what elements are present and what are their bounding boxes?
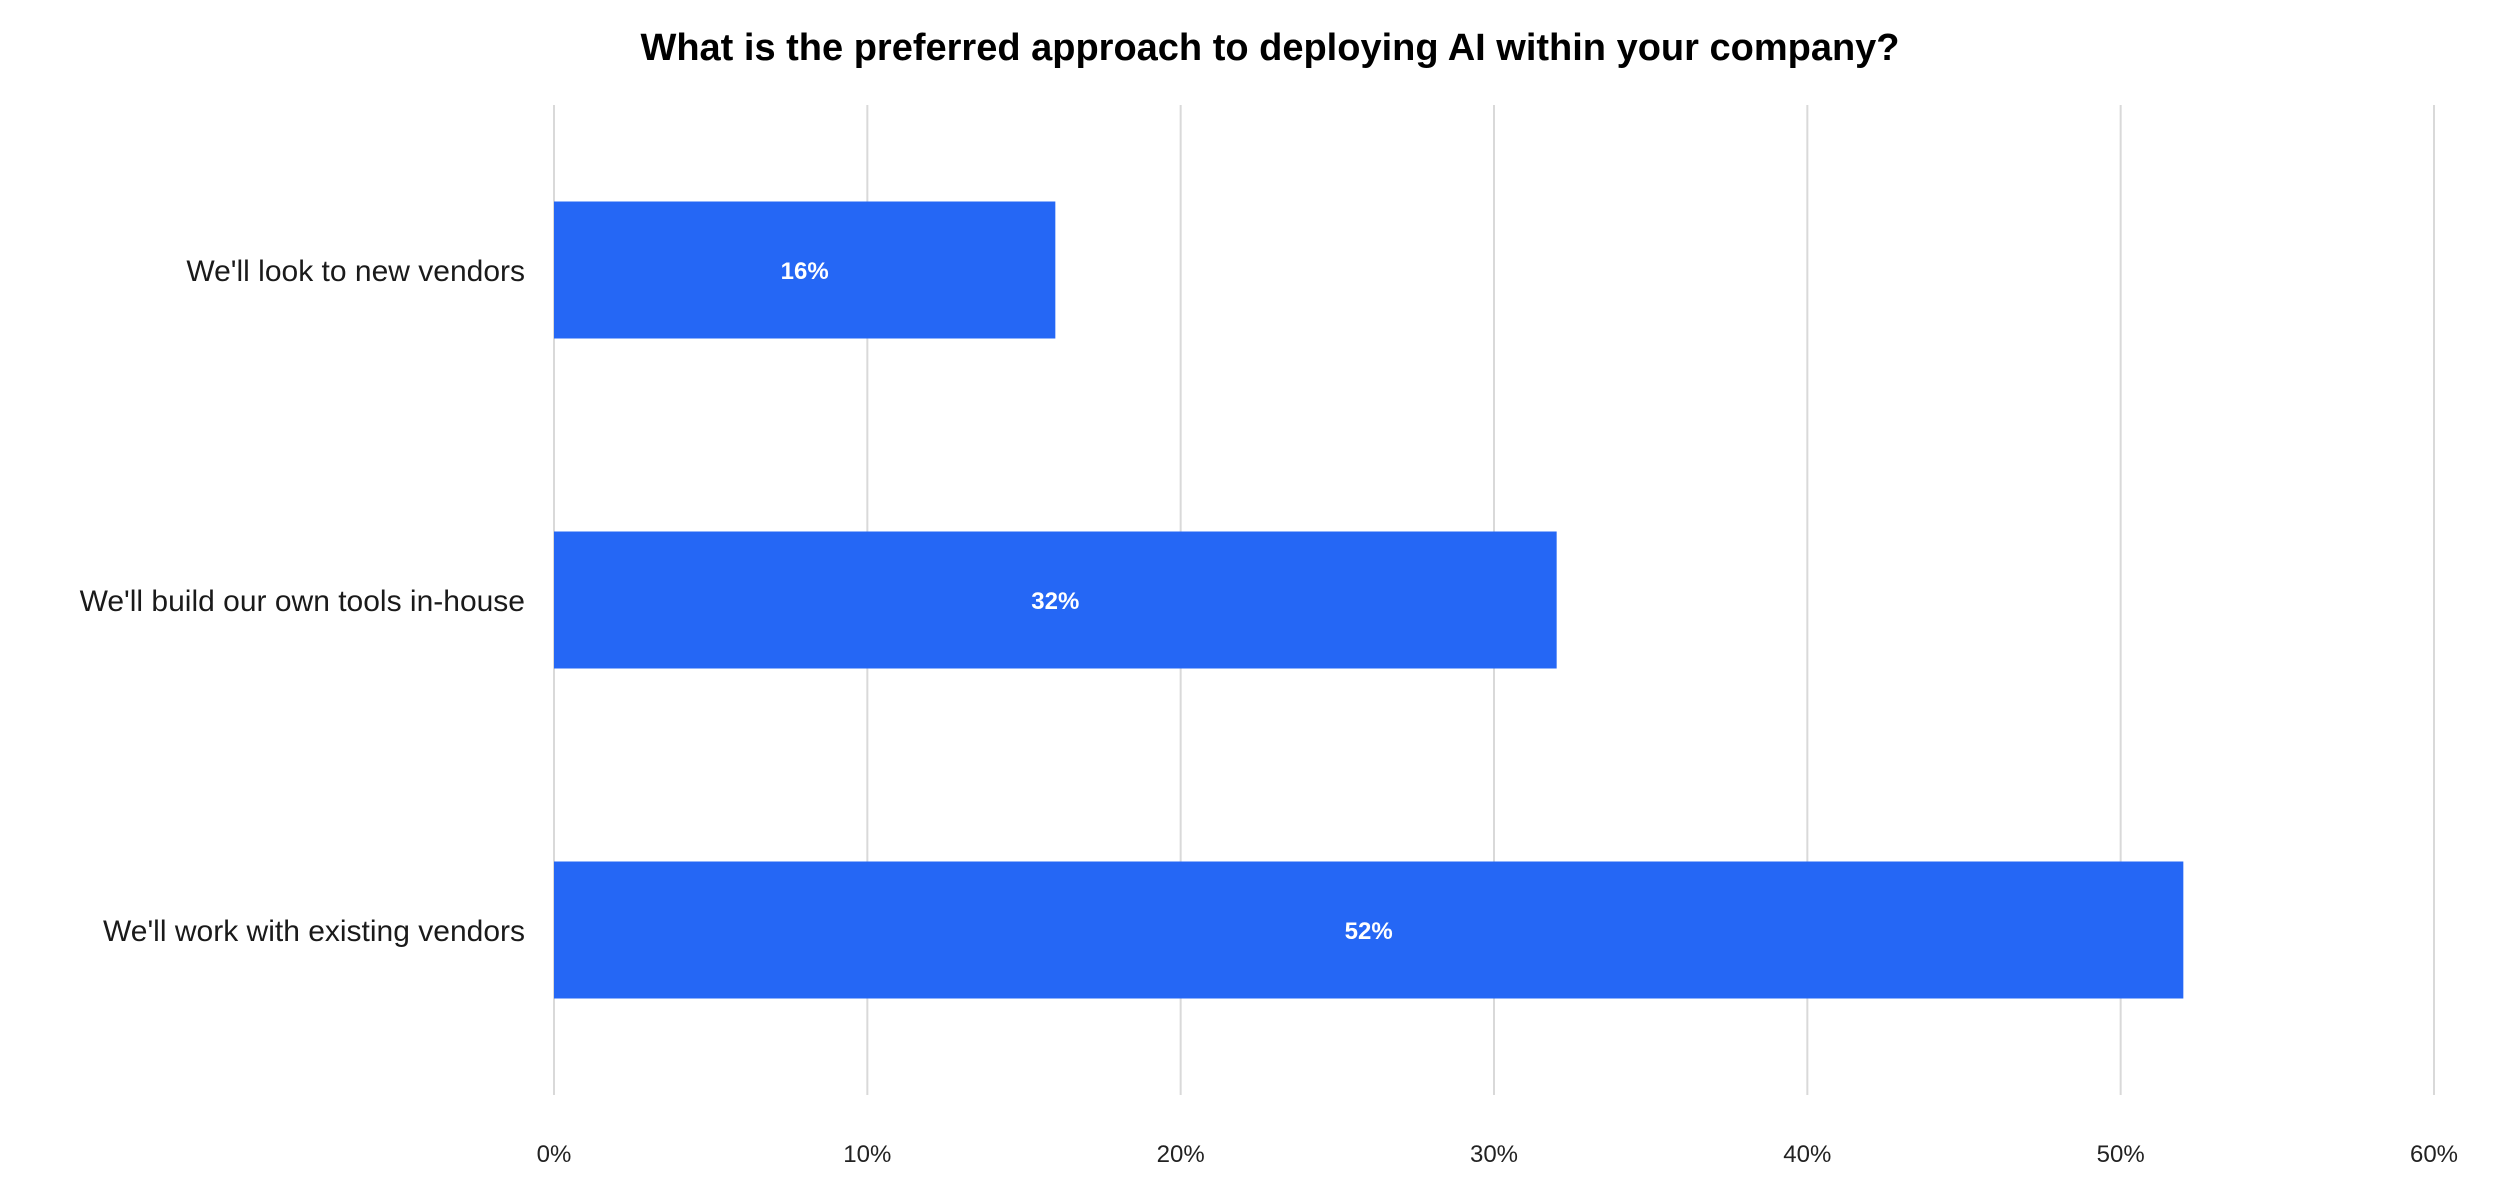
chart-title: What is the preferred approach to deploy…: [640, 27, 1899, 69]
x-tick-label: 10%: [843, 1141, 891, 1168]
bar: [554, 531, 1557, 669]
x-tick-label: 30%: [1470, 1141, 1518, 1168]
x-tick-label: 60%: [2410, 1141, 2458, 1168]
category-label: We'll look to new vendors: [186, 255, 525, 288]
category-labels: We'll look to new vendors We'll build our…: [80, 255, 525, 948]
x-tick-label: 0%: [537, 1141, 572, 1168]
bars: 16% 32% 52%: [554, 201, 2184, 999]
bar-data-label: 16%: [781, 258, 829, 285]
bar-data-label: 32%: [1031, 588, 1079, 615]
x-tick-label: 40%: [1783, 1141, 1831, 1168]
category-label: We'll work with existing vendors: [103, 915, 525, 948]
x-tick-label: 20%: [1157, 1141, 1205, 1168]
bar-data-label: 52%: [1345, 918, 1393, 945]
x-axis-tick-labels: 0% 10% 20% 30% 40% 50% 60%: [537, 1141, 2458, 1168]
bar: [554, 861, 2184, 999]
bar: [554, 201, 1056, 339]
x-tick-label: 50%: [2097, 1141, 2145, 1168]
category-label: We'll build our own tools in-house: [80, 585, 525, 618]
